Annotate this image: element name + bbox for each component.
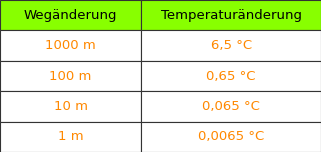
Bar	[0, 30, 141, 61]
Bar	[141, 0, 321, 30]
Text: 10 m: 10 m	[54, 100, 88, 113]
Text: 0,0065 °C: 0,0065 °C	[198, 130, 264, 143]
Text: Temperaturänderung: Temperaturänderung	[160, 9, 302, 22]
Text: 100 m: 100 m	[49, 69, 92, 83]
Text: 6,5 °C: 6,5 °C	[211, 39, 252, 52]
Bar	[0, 91, 141, 122]
Bar	[141, 91, 321, 122]
Bar	[141, 122, 321, 152]
Text: Wegänderung: Wegänderung	[24, 9, 117, 22]
Bar	[0, 122, 141, 152]
Bar	[0, 61, 141, 91]
Text: 0,065 °C: 0,065 °C	[202, 100, 260, 113]
Text: 0,65 °C: 0,65 °C	[206, 69, 256, 83]
Text: 1000 m: 1000 m	[45, 39, 96, 52]
Bar	[0, 0, 141, 30]
Bar	[141, 30, 321, 61]
Bar	[141, 61, 321, 91]
Text: 1 m: 1 m	[58, 130, 83, 143]
